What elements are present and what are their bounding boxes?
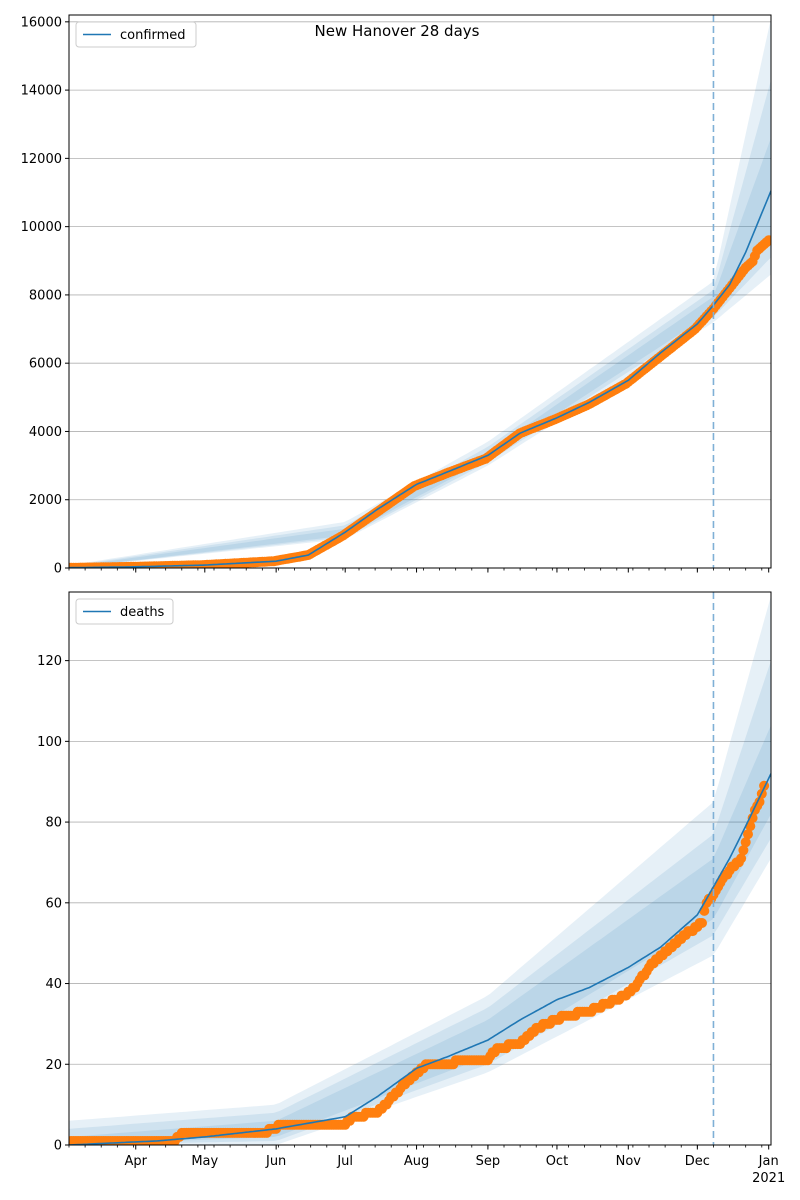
x-tick-label: Oct xyxy=(546,1154,568,1169)
observed-point xyxy=(697,918,707,928)
y-tick-label: 6000 xyxy=(29,357,62,372)
observed-point xyxy=(738,845,749,856)
y-tick-label: 0 xyxy=(54,562,62,577)
y-tick-label: 16000 xyxy=(21,15,62,30)
axes-frame xyxy=(68,14,772,569)
x-tick-label: Jun xyxy=(265,1154,286,1169)
plot-area xyxy=(69,596,771,1145)
plot-area xyxy=(69,18,771,568)
x-tick-label: May xyxy=(191,1154,218,1169)
legend-box xyxy=(75,598,174,625)
confidence-band-2 xyxy=(69,660,771,1145)
y-tick-label: 20 xyxy=(45,1058,62,1073)
observed-points xyxy=(69,235,771,568)
y-tick-label: 40 xyxy=(45,977,62,992)
figure-title: New Hanover 28 days xyxy=(315,22,480,40)
legend-label: confirmed xyxy=(120,28,186,43)
confidence-band-3 xyxy=(69,725,771,1145)
y-tick-label: 10000 xyxy=(21,220,62,235)
confirmed-panel: 0 2000 4000 6000 8000 10000 12000 14000 16000 con… xyxy=(21,14,772,577)
x-tick-label: Nov xyxy=(616,1154,642,1169)
y-tick-label: 8000 xyxy=(29,288,62,303)
y-tick-label: 0 xyxy=(54,1139,62,1154)
observed-point xyxy=(743,829,753,840)
legend: deaths xyxy=(75,598,174,625)
y-tick-label: 2000 xyxy=(29,493,62,508)
x-year-label: 2021 xyxy=(752,1171,785,1186)
y-tick-label: 80 xyxy=(45,816,62,831)
legend-label: deaths xyxy=(120,605,165,620)
observed-point xyxy=(763,235,771,246)
model-line xyxy=(69,773,771,1145)
model-line xyxy=(69,190,771,568)
y-tick-label: 14000 xyxy=(21,84,62,99)
observed-point xyxy=(736,853,747,864)
y-tick-label: 60 xyxy=(45,896,62,911)
y-tick-label: 120 xyxy=(37,654,62,669)
legend-box xyxy=(75,21,197,48)
x-tick-label: Aug xyxy=(404,1154,429,1169)
axes-frame xyxy=(68,591,772,1146)
observed-point xyxy=(745,821,756,832)
y-tick-label: 12000 xyxy=(21,152,62,167)
x-tick-label: Apr xyxy=(124,1154,147,1169)
legend: confirmed xyxy=(75,21,197,48)
x-tick-label: Sep xyxy=(476,1154,501,1169)
deaths-panel: 0 20 40 60 80 100 120 Apr May Jun Jul Aug Sep Oct Nov D… xyxy=(37,591,785,1186)
y-tick-label: 100 xyxy=(37,735,62,750)
observed-point xyxy=(740,837,751,848)
y-tick-label: 4000 xyxy=(29,425,62,440)
x-tick-label: Dec xyxy=(685,1154,710,1169)
x-tick-label: Jan xyxy=(758,1154,779,1169)
x-tick-label: Jul xyxy=(336,1154,353,1169)
